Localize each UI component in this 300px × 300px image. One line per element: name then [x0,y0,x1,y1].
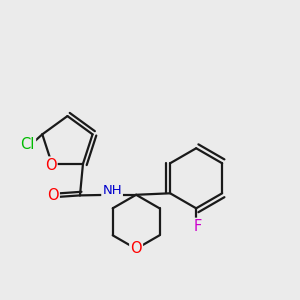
Text: Cl: Cl [21,137,35,152]
Text: O: O [45,158,56,172]
Text: O: O [47,188,59,203]
Text: O: O [130,241,142,256]
Text: F: F [194,219,202,234]
Text: NH: NH [102,184,122,197]
